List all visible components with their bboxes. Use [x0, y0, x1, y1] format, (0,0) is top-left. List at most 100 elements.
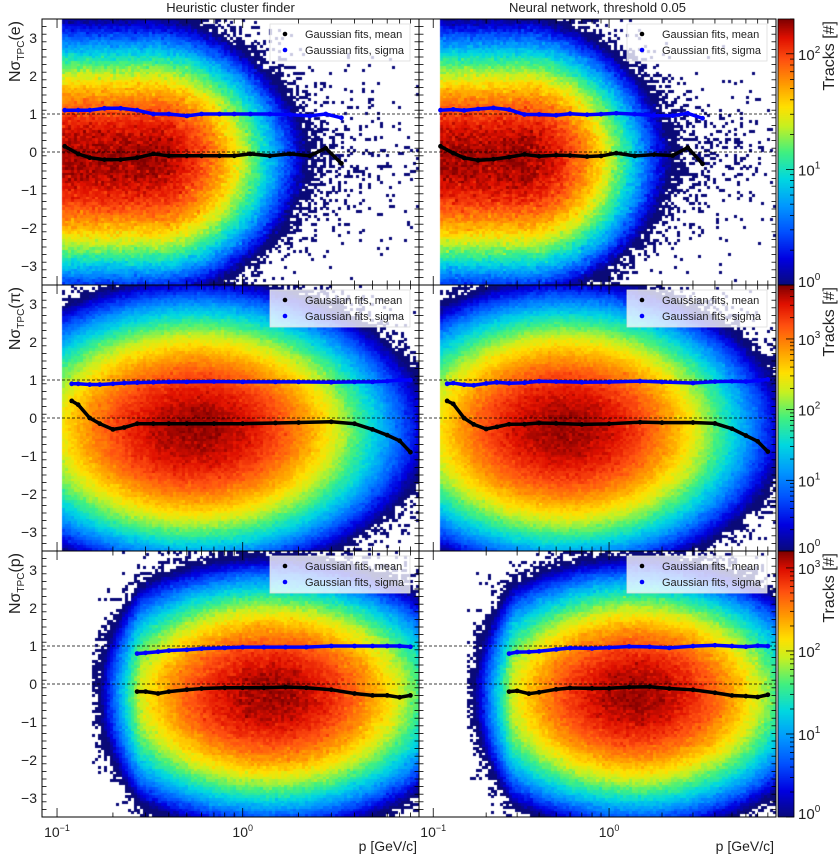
fit-mean-point — [384, 432, 390, 438]
fit-sigma-point — [184, 647, 190, 653]
fit-mean-point — [494, 424, 500, 430]
column-title-heuristic: Heuristic cluster finder — [166, 0, 295, 15]
y-tick-label: 0 — [29, 144, 37, 160]
fit-sigma-point — [134, 651, 140, 656]
fit-mean-point — [166, 689, 172, 694]
fit-mean-point — [579, 422, 585, 427]
fit-sigma-point — [283, 644, 288, 650]
fit-mean-point — [150, 151, 156, 157]
fit-mean-point — [166, 421, 172, 427]
fit-mean-point — [75, 151, 81, 157]
fit-mean-point — [121, 425, 127, 430]
fit-sigma-point — [450, 380, 456, 386]
fit-mean-point — [712, 421, 718, 426]
fit-sigma-point — [491, 105, 496, 111]
fit-sigma-point — [651, 113, 657, 118]
fit-sigma-point — [461, 107, 467, 113]
fit-sigma-point — [526, 649, 532, 655]
fit-sigma-point — [589, 646, 595, 651]
fit-mean-point — [765, 449, 771, 455]
fit-sigma-point — [166, 648, 172, 653]
fit-mean-point — [222, 685, 228, 691]
fit-mean-point — [323, 145, 329, 151]
fit-mean-point — [199, 153, 204, 159]
fit-mean-point — [690, 687, 696, 693]
fit-mean-point — [483, 426, 489, 432]
fit-sigma-point — [384, 643, 390, 649]
fit-mean-point — [261, 685, 267, 691]
fit-sigma-point — [755, 643, 761, 649]
legend-box — [269, 23, 411, 62]
fit-mean-point — [384, 693, 390, 698]
fit-sigma-point — [217, 111, 222, 117]
fit-sigma-point — [261, 644, 267, 650]
fit-mean-point — [567, 153, 573, 158]
fit-sigma-point — [370, 379, 375, 385]
fit-sigma-point — [743, 644, 749, 650]
fit-mean-point — [211, 421, 217, 427]
fit-mean-point — [338, 161, 344, 166]
fit-sigma-point — [121, 380, 127, 386]
colorbar-title: Tracks [#] — [821, 21, 838, 91]
fit-sigma-point — [755, 378, 761, 383]
y-tick-label: −2 — [21, 752, 37, 768]
fit-mean-point — [273, 420, 278, 426]
y-tick-label: 3 — [29, 30, 37, 46]
fit-mean-point — [444, 398, 450, 404]
fit-mean-point — [352, 691, 357, 696]
x-tick-label: 100 — [232, 823, 253, 840]
colorbar-frame — [777, 284, 795, 552]
legend-mean-label: Gaussian fits, mean — [662, 29, 759, 41]
fit-mean-point — [184, 153, 190, 159]
colorbar-title: Tracks [#] — [821, 553, 838, 623]
fit-mean-point — [134, 155, 140, 161]
fit-sigma-point — [553, 379, 559, 384]
y-tick-label: 2 — [29, 68, 37, 84]
legend: Gaussian fits, mean Gaussian fits, sigma — [626, 289, 768, 328]
y-tick-label: −2 — [21, 486, 37, 502]
fit-mean-point — [118, 157, 124, 163]
fit-mean-point — [370, 693, 375, 698]
fit-mean-point — [303, 685, 309, 691]
fit-mean-point — [287, 151, 293, 157]
fit-mean-point — [370, 427, 375, 432]
fit-sigma-point — [494, 380, 500, 385]
fit-mean-point — [62, 143, 68, 149]
fit-mean-point — [690, 420, 696, 425]
legend-sigma-label: Gaussian fits, sigma — [662, 311, 762, 323]
fit-mean-point — [296, 420, 302, 425]
fit-mean-point — [328, 419, 334, 425]
fit-sigma-point — [690, 380, 696, 386]
fit-mean-line — [508, 684, 769, 699]
fit-sigma-point — [352, 643, 357, 649]
fit-mean-point — [598, 153, 604, 159]
fit-mean-point — [231, 153, 237, 159]
fit-mean-point — [328, 687, 334, 693]
legend-mean-marker — [639, 563, 645, 569]
fit-mean-point — [143, 689, 149, 694]
fit-sigma-point — [267, 111, 273, 117]
fit-sigma-line — [508, 643, 768, 656]
legend-sigma-label: Gaussian fits, sigma — [662, 577, 762, 589]
colorbar-tick-label: 102 — [798, 45, 821, 64]
legend-sigma-label: Gaussian fits, sigma — [305, 577, 405, 589]
fit-mean-point — [666, 686, 672, 691]
fit-sigma-point — [483, 381, 489, 386]
fit-mean-point — [506, 154, 512, 160]
fit-mean-point — [755, 694, 761, 700]
fit-sigma-point — [606, 645, 612, 651]
colorbar-tick-label: 100 — [798, 804, 821, 823]
fit-mean-point — [155, 691, 161, 696]
x-axis-title: p [GeV/c] — [716, 838, 774, 854]
fit-sigma-point — [69, 381, 75, 387]
fit-sigma-point — [199, 646, 204, 652]
legend: Gaussian fits, mean Gaussian fits, sigma — [626, 555, 768, 594]
fit-sigma-point — [384, 378, 390, 384]
fit-mean-point — [461, 415, 467, 421]
y-tick-label: 1 — [29, 638, 37, 654]
fit-sigma-point — [626, 644, 632, 649]
fit-sigma-point — [408, 644, 413, 650]
fit-mean-point — [647, 684, 652, 690]
legend-sigma-label: Gaussian fits, sigma — [305, 45, 405, 57]
